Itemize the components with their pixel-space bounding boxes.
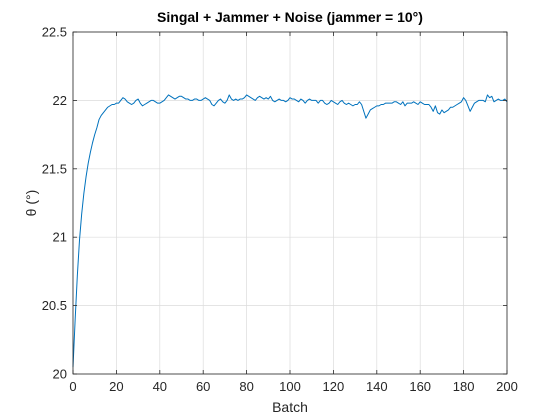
x-tick-label: 40: [153, 379, 167, 394]
y-tick-label: 22.5: [42, 25, 67, 40]
y-tick-label: 21.5: [42, 161, 67, 176]
y-axis-label: θ (°): [23, 190, 39, 217]
y-tick-label: 20: [53, 367, 67, 382]
x-tick-label: 80: [239, 379, 253, 394]
y-tick-label: 22: [53, 93, 67, 108]
x-tick-label: 120: [323, 379, 345, 394]
x-tick-label: 140: [366, 379, 388, 394]
x-tick-label: 60: [196, 379, 210, 394]
x-tick-label: 200: [496, 379, 518, 394]
x-tick-label: 180: [453, 379, 475, 394]
y-tick-label: 20.5: [42, 298, 67, 313]
tick-labels: 0 20 40 60 80 100 120 140 160 180 2002020.52121.52…: [42, 25, 518, 395]
x-axis-label: Batch: [272, 399, 308, 415]
x-tick-label: 0: [69, 379, 76, 394]
x-tick-label: 160: [409, 379, 431, 394]
ticks: [72, 31, 508, 375]
x-tick-label: 20: [109, 379, 123, 394]
chart-title: Singal + Jammer + Noise (jammer = 10°): [157, 9, 423, 25]
series-line: [72, 94, 508, 368]
series-group: [72, 94, 508, 368]
y-tick-label: 21: [53, 230, 67, 245]
x-tick-label: 100: [279, 379, 301, 394]
